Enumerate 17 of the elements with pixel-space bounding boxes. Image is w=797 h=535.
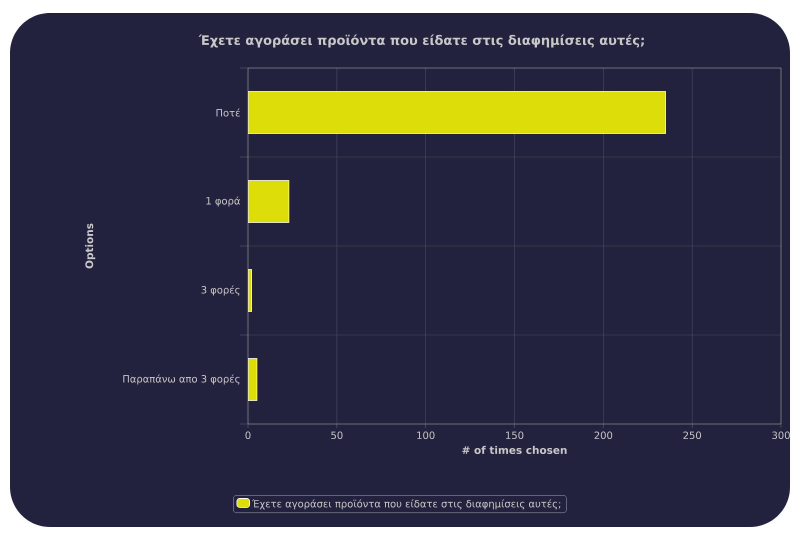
x-tick-label: 250 [683, 432, 702, 440]
y-axis-title: Options [85, 224, 96, 268]
y-tick-label: Παραπάνω απο 3 φορές [123, 374, 240, 385]
x-tick-label: 200 [594, 432, 612, 440]
x-tick-label: 100 [417, 432, 435, 440]
bar [248, 180, 290, 223]
legend-label: Έχετε αγοράσει προϊόντα που είδατε στις διαφημίσεις αυτές; [252, 499, 560, 510]
y-tick-label: 1 φορά [206, 196, 240, 207]
x-tick-label: 150 [506, 432, 524, 440]
y-tick-label: Ποτέ [216, 108, 240, 117]
x-tick-label: 50 [331, 432, 343, 440]
chart-title: Έχετε αγοράσει προϊόντα που είδατε στις διαφημίσεις αυτές; [198, 34, 644, 48]
x-axis-title: # of times chosen [462, 446, 567, 454]
y-tick-label: 3 φορές [202, 285, 240, 296]
x-tick-label: 300 [772, 432, 790, 440]
bar [248, 91, 666, 134]
x-tick-label: 0 [245, 432, 251, 440]
